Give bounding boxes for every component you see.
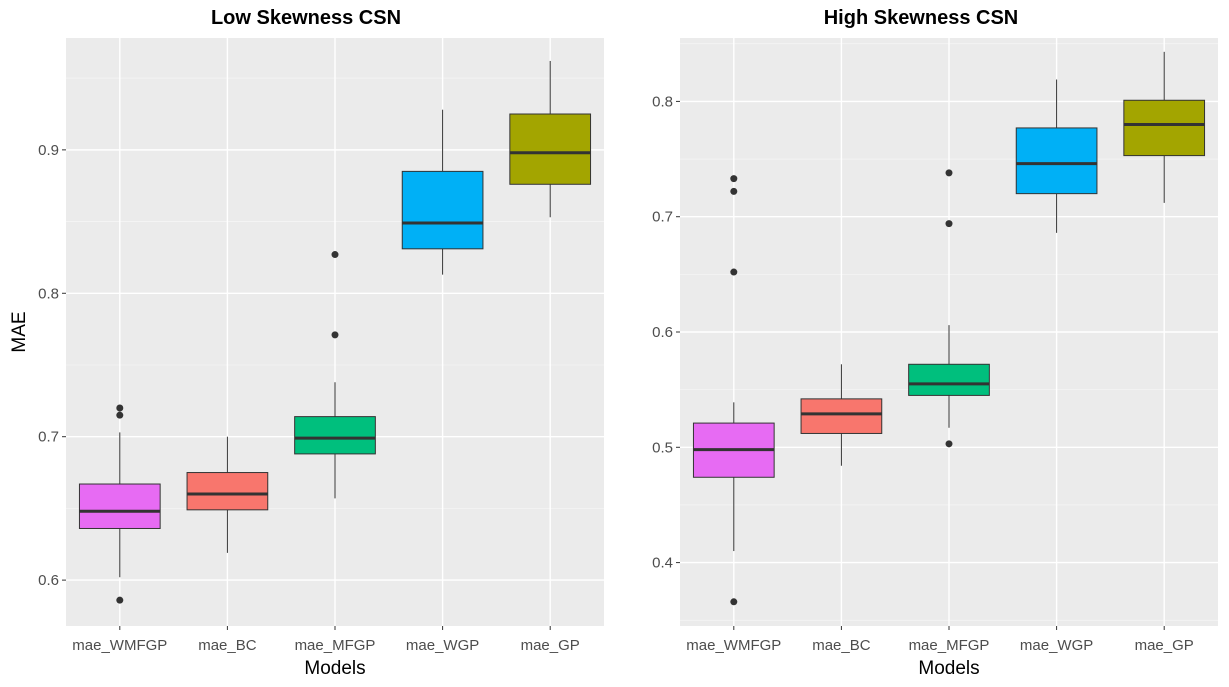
x-axis-title: Models (918, 658, 979, 679)
box-iqr (509, 113, 592, 185)
x-tick-label: mae_BC (812, 637, 871, 654)
outlier-point (331, 331, 339, 339)
chart-panel-2: 0.4 0.5 0.6 0.7 0.8 mae_WMFGP mae_BC mae_MFGP ma… (652, 7, 1218, 679)
box-mae_WGP (1015, 79, 1098, 233)
outlier-point (945, 169, 953, 177)
x-tick-label: mae_WMFGP (72, 637, 167, 654)
x-tick-label: mae_MFGP (295, 637, 376, 654)
outlier-point (945, 220, 953, 228)
x-tick-label: mae_BC (198, 637, 257, 654)
y-tick-label: 0.6 (652, 324, 673, 341)
outlier-point (730, 598, 738, 606)
outlier-point (116, 404, 124, 412)
y-tick-label: 0.6 (38, 572, 59, 589)
y-tick-label: 0.7 (652, 209, 673, 226)
x-tick-label: mae_WGP (1020, 637, 1093, 654)
y-tick-label: 0.8 (38, 285, 59, 302)
y-tick-label: 0.8 (652, 93, 673, 110)
box-iqr (401, 170, 484, 250)
box-mae_GP (509, 60, 592, 218)
outlier-point (116, 596, 124, 604)
box-mae_BC (186, 436, 269, 553)
box-mae_MFGP (908, 169, 990, 448)
x-tick-label: mae_WMFGP (686, 637, 781, 654)
box-iqr (78, 483, 161, 529)
x-tick-label: mae_WGP (406, 637, 479, 654)
outlier-point (730, 187, 738, 195)
shared-y-axis-title: MAE (9, 311, 30, 352)
outlier-point (730, 268, 738, 276)
outlier-point (945, 440, 953, 448)
box-mae_BC (800, 364, 883, 466)
box-iqr (800, 398, 883, 434)
x-tick-label: mae_GP (1135, 637, 1194, 654)
box-mae_WGP (401, 109, 484, 275)
y-tick-label: 0.9 (38, 142, 59, 159)
chart-title: Low Skewness CSN (211, 7, 401, 29)
box-mae_WMFGP (692, 175, 775, 606)
x-tick-label: mae_MFGP (909, 637, 990, 654)
outlier-point (730, 175, 738, 183)
box-iqr (908, 363, 990, 396)
box-iqr (1015, 127, 1098, 195)
y-tick-label: 0.4 (652, 555, 673, 572)
outlier-point (116, 411, 124, 419)
box-mae_MFGP (294, 251, 376, 499)
box-iqr (186, 472, 269, 511)
y-tick-label: 0.5 (652, 439, 673, 456)
outlier-point (331, 251, 339, 259)
box-iqr (294, 416, 376, 455)
x-tick-label: mae_GP (521, 637, 580, 654)
box-mae_WMFGP (78, 404, 161, 604)
chart-panel-1: 0.6 0.7 0.8 0.9 mae_WMFGP mae_BC mae_MFGP mae_W… (38, 7, 604, 679)
box-mae_GP (1123, 51, 1206, 203)
box-iqr (1123, 99, 1206, 157)
chart-title: High Skewness CSN (824, 7, 1019, 29)
x-axis-title: Models (304, 658, 365, 679)
y-tick-label: 0.7 (38, 429, 59, 446)
